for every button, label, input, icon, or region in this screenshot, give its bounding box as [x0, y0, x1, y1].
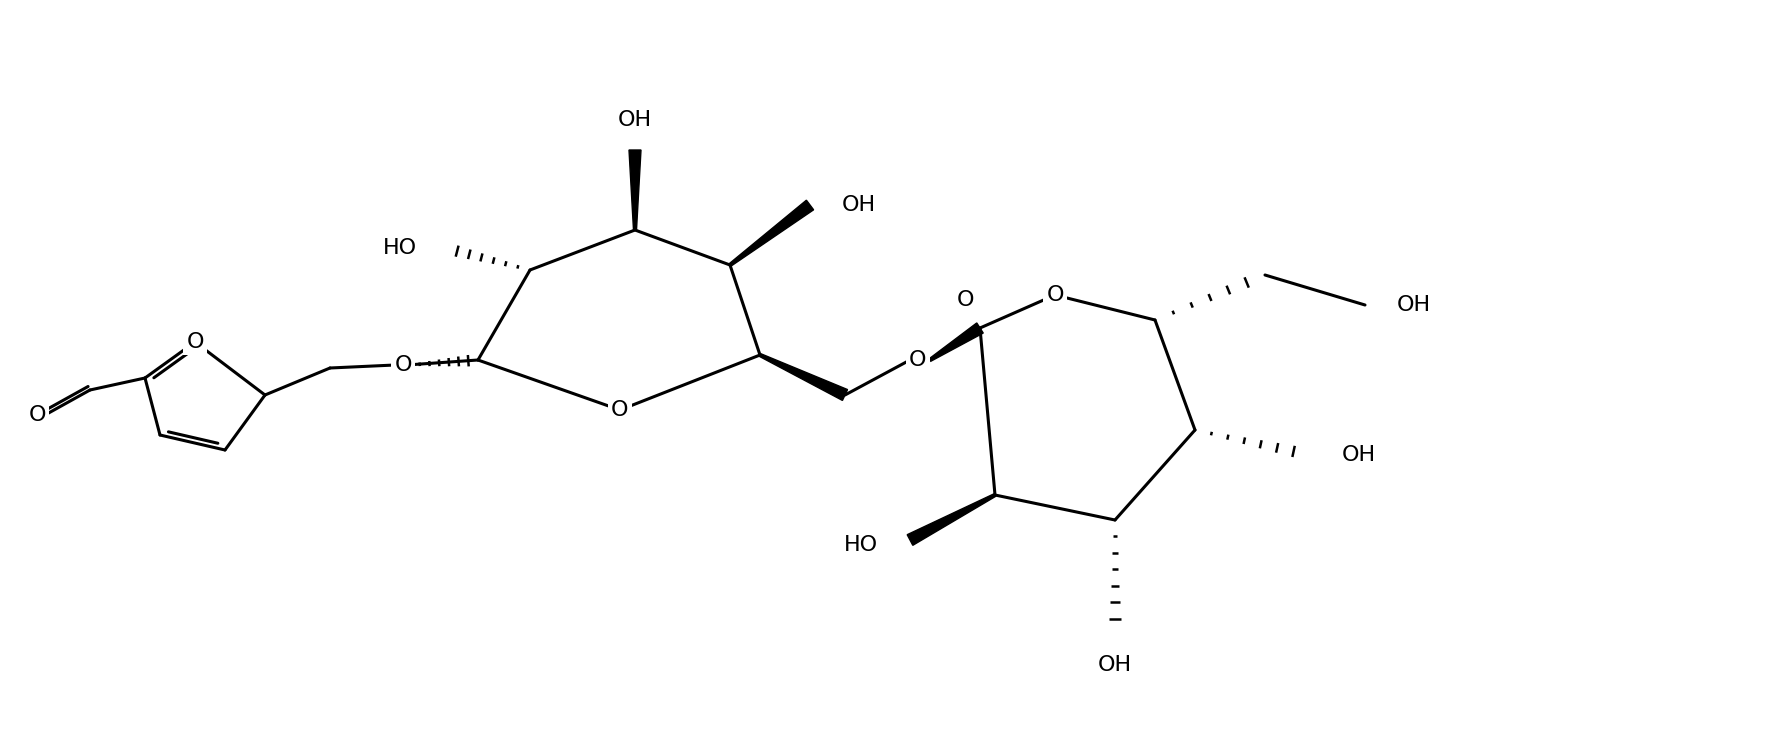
Text: O: O — [612, 400, 629, 420]
Text: O: O — [394, 355, 412, 375]
Text: O: O — [1047, 285, 1064, 305]
Polygon shape — [629, 150, 642, 230]
Text: HO: HO — [843, 535, 879, 555]
Text: O: O — [186, 332, 203, 352]
Text: OH: OH — [619, 110, 652, 130]
Polygon shape — [760, 354, 847, 400]
Text: O: O — [28, 405, 46, 425]
Text: OH: OH — [1397, 295, 1430, 315]
Text: O: O — [909, 350, 926, 370]
Text: HO: HO — [384, 238, 417, 258]
Text: O: O — [956, 290, 974, 310]
Polygon shape — [930, 323, 983, 361]
Text: OH: OH — [1342, 445, 1376, 465]
Text: OH: OH — [1098, 655, 1132, 675]
Text: OH: OH — [842, 195, 877, 215]
Polygon shape — [907, 494, 995, 545]
Polygon shape — [728, 201, 813, 266]
